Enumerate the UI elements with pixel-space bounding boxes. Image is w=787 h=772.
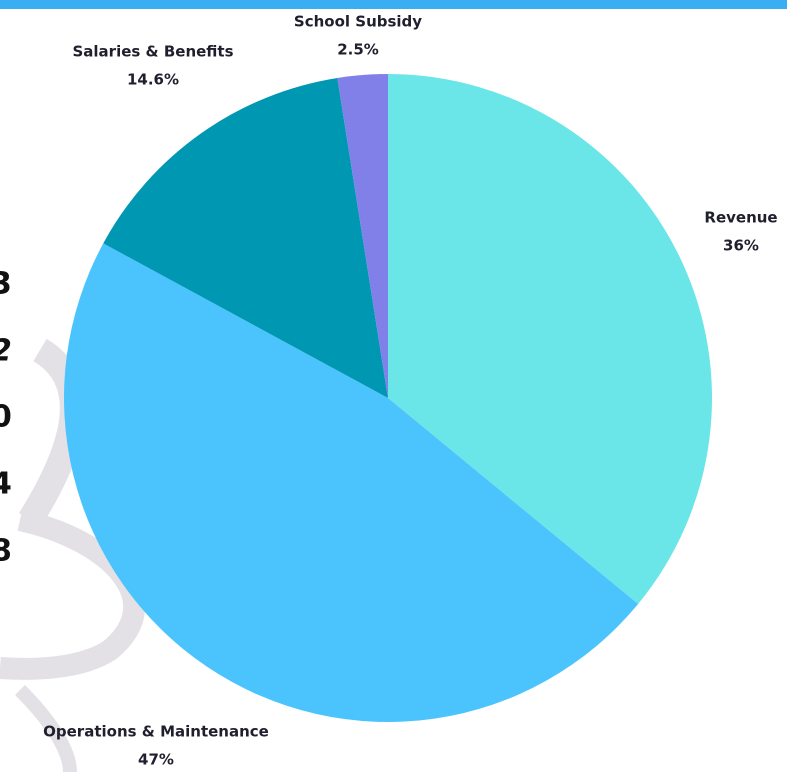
fragments: 3 2 0 4 8 xyxy=(0,267,12,569)
fragment-text: 3 xyxy=(0,267,12,302)
slice-label: Revenue xyxy=(704,209,777,227)
fragment-text: 0 xyxy=(0,400,12,435)
fragment-text: 2 xyxy=(0,334,12,369)
slice-value-label: 47% xyxy=(138,751,174,769)
slice-label: Operations & Maintenance xyxy=(43,723,269,741)
slice-value-label: 2.5% xyxy=(337,41,379,59)
pie-slice xyxy=(103,77,388,399)
fragment-text: 8 xyxy=(0,534,12,569)
top-bar xyxy=(0,0,787,9)
pie xyxy=(63,74,713,723)
pie-slice xyxy=(388,74,713,604)
pie-slice xyxy=(63,243,639,723)
slice-label: Salaries & Benefits xyxy=(72,43,233,61)
pie-slice xyxy=(337,74,388,398)
slice-value-label: 36% xyxy=(723,237,759,255)
slice-label: School Subsidy xyxy=(294,13,422,31)
labels: Revenue 36% Operations & Maintenance 47% Sal… xyxy=(43,13,777,769)
slice-value-label: 14.6% xyxy=(127,71,179,89)
fragment-text: 4 xyxy=(0,467,12,502)
